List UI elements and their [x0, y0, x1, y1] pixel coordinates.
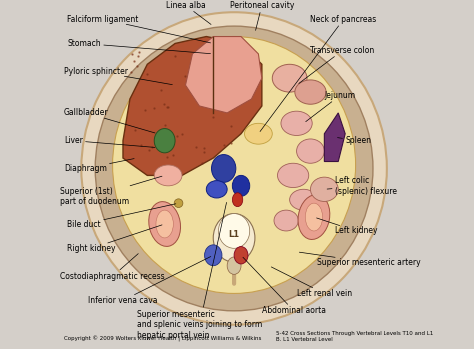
- Ellipse shape: [290, 189, 318, 210]
- Text: Copyright © 2009 Wolters Kluwer Health | Lippincott Williams & Wilkins: Copyright © 2009 Wolters Kluwer Health |…: [64, 336, 261, 342]
- Text: Left kidney: Left kidney: [317, 218, 377, 236]
- Text: Inferior vena cava: Inferior vena cava: [88, 257, 211, 305]
- Ellipse shape: [295, 80, 326, 104]
- Ellipse shape: [213, 214, 255, 262]
- Ellipse shape: [274, 210, 298, 231]
- Ellipse shape: [298, 195, 330, 239]
- Text: Stomach: Stomach: [67, 39, 210, 54]
- Ellipse shape: [245, 123, 272, 144]
- Text: Jejunum: Jejunum: [306, 91, 356, 122]
- Polygon shape: [123, 37, 262, 176]
- Ellipse shape: [281, 111, 312, 135]
- Ellipse shape: [272, 64, 307, 92]
- Ellipse shape: [205, 245, 222, 266]
- Text: Superior mesenteric artery: Superior mesenteric artery: [300, 252, 421, 267]
- Ellipse shape: [206, 181, 227, 198]
- Text: Spleen: Spleen: [337, 136, 371, 145]
- Text: Linea alba: Linea alba: [165, 1, 211, 24]
- Ellipse shape: [112, 37, 356, 294]
- Text: Costodiaphragmatic recess: Costodiaphragmatic recess: [61, 254, 165, 281]
- Text: Abdominal aorta: Abdominal aorta: [243, 257, 326, 315]
- Text: 5-42 Cross Sections Through Vertebral Levels T10 and L1
B. L1 Vertebral Level: 5-42 Cross Sections Through Vertebral Le…: [276, 331, 433, 342]
- Ellipse shape: [154, 128, 175, 153]
- Ellipse shape: [95, 26, 373, 311]
- Text: Right kidney: Right kidney: [67, 225, 162, 253]
- Text: Falciform ligament: Falciform ligament: [67, 15, 210, 43]
- Ellipse shape: [234, 247, 248, 264]
- Ellipse shape: [227, 257, 241, 274]
- Text: Superior (1st)
part of duodenum: Superior (1st) part of duodenum: [61, 176, 162, 206]
- Polygon shape: [185, 37, 262, 113]
- Ellipse shape: [219, 214, 250, 248]
- Text: Peritoneal cavity: Peritoneal cavity: [230, 1, 294, 30]
- Text: Left colic
(splenic) flexure: Left colic (splenic) flexure: [327, 176, 397, 195]
- Text: Neck of pancreas: Neck of pancreas: [260, 15, 377, 132]
- Ellipse shape: [297, 139, 324, 163]
- Ellipse shape: [211, 155, 236, 182]
- Ellipse shape: [310, 177, 338, 201]
- Ellipse shape: [277, 163, 309, 187]
- Text: Transverse colon: Transverse colon: [299, 46, 375, 83]
- Ellipse shape: [149, 202, 181, 246]
- Text: Left renal vein: Left renal vein: [271, 267, 352, 298]
- Text: Gallbladder: Gallbladder: [64, 109, 155, 133]
- Ellipse shape: [232, 176, 250, 196]
- Ellipse shape: [154, 165, 182, 186]
- Text: Bile duct: Bile duct: [67, 204, 176, 229]
- Text: Liver: Liver: [64, 136, 155, 147]
- Polygon shape: [324, 113, 345, 162]
- Text: L1: L1: [228, 230, 240, 239]
- Ellipse shape: [82, 12, 387, 325]
- Text: Superior mesenteric
and splenic veins joining to form
hepatic portal vein: Superior mesenteric and splenic veins jo…: [137, 202, 262, 340]
- Ellipse shape: [156, 210, 173, 238]
- Text: Pyloric sphincter: Pyloric sphincter: [64, 67, 173, 85]
- Ellipse shape: [174, 199, 183, 208]
- Text: Diaphragm: Diaphragm: [64, 158, 134, 173]
- Ellipse shape: [232, 193, 243, 207]
- Ellipse shape: [305, 203, 323, 231]
